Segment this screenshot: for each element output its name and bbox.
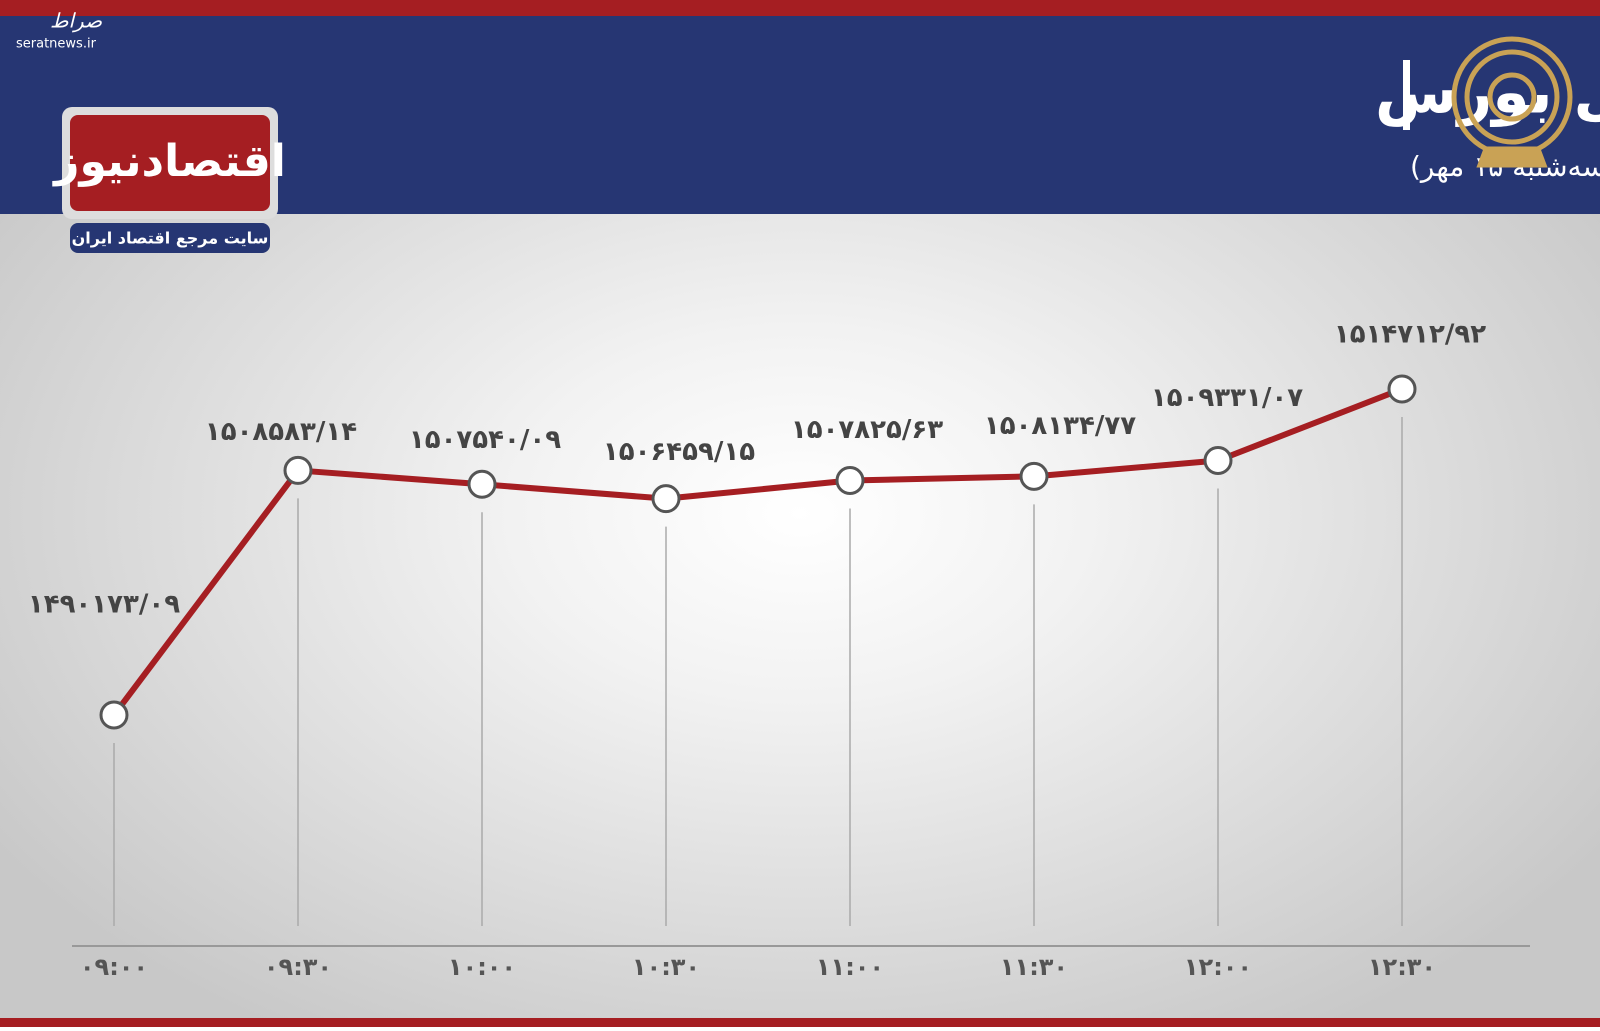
value-label: ۱۵۰۸۵۸۳/۱۴ [205,417,357,447]
data-point [99,700,129,730]
data-point [1019,461,1049,491]
watermark: صراط [50,9,103,33]
title-divider [1403,60,1410,130]
tagline: سایت مرجع اقتصاد ایران [72,229,269,248]
x-tick-label: ۱۱:۳۰ [1000,953,1068,981]
logo-box [70,115,270,211]
top-bar [0,0,1600,16]
value-label: ۱۵۰۷۸۲۵/۶۳ [791,415,943,445]
value-label: ۱۵۰۹۳۳۱/۰۷ [1151,383,1303,413]
tagline-box [70,223,270,253]
data-point [651,484,681,514]
data-point [1387,374,1417,404]
emblem [1451,36,1573,168]
value-label: ۱۵۰۸۱۳۴/۷۷ [984,411,1136,441]
data-point [467,469,497,499]
series-line [111,386,1404,717]
x-tick-label: ۱۰:۰۰ [448,953,516,981]
value-label: ۱۴۹۰۱۷۳/۰۹ [28,590,180,620]
x-tick-label: ۰۹:۳۰ [264,953,332,981]
bottom-bar [0,1018,1600,1027]
site: seratnews.ir [16,37,97,52]
x-tick-label: ۱۲:۳۰ [1368,953,1436,981]
x-tick-label: ۱۲:۰۰ [1184,953,1252,981]
x-tick-label: ۱۱:۰۰ [816,953,884,981]
data-point [835,465,865,495]
x-tick-label: ۰۹:۰۰ [80,953,148,981]
logo-text: اقتصادنیوز [52,136,286,187]
value-label: ۱۵۰۷۵۴۰/۰۹ [409,425,561,455]
value-label: ۱۵۱۴۷۱۲/۹۲ [1334,320,1486,350]
data-point [1203,445,1233,475]
x-tick-label: ۱۰:۳۰ [632,953,700,981]
value-label: ۱۵۰۶۴۵۹/۱۵ [603,437,755,467]
data-point [283,455,313,485]
